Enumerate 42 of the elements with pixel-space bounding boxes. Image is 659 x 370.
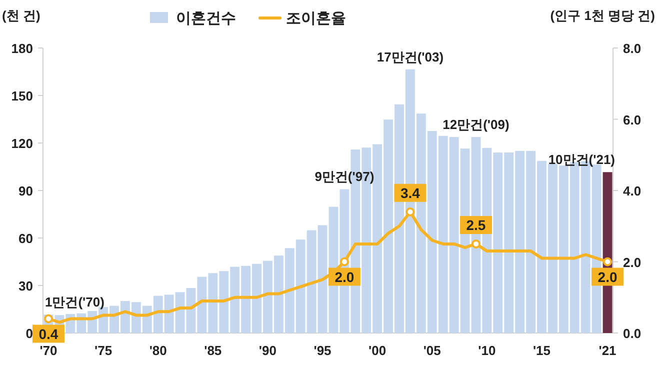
x-tick-label: '85 — [204, 343, 222, 358]
x-tick-label: '10 — [478, 343, 496, 358]
data-label: 2.0 — [334, 268, 354, 285]
x-tick-label: '80 — [149, 343, 167, 358]
y-tick-label: 180 — [11, 41, 33, 56]
annotation: 17만건('03) — [376, 49, 444, 64]
y2-axis-title: (인구 1천 명당 건) — [550, 8, 655, 23]
x-tick-label: '00 — [368, 343, 386, 358]
y-tick-label: 120 — [11, 136, 33, 151]
y-tick-label: 0 — [26, 326, 33, 341]
data-label: 3.4 — [400, 184, 420, 201]
y2-tick-label: 6.0 — [623, 112, 642, 128]
y2-tick-label: 8.0 — [623, 41, 642, 56]
y-axis-title: (천 건) — [2, 8, 40, 23]
x-tick-label: '70 — [40, 343, 58, 358]
point — [603, 257, 612, 266]
x-tick-label: '15 — [532, 343, 551, 358]
y-tick-label: 30 — [18, 278, 33, 294]
annotation: 10만건('21) — [548, 152, 615, 168]
y2-tick-label: 4.0 — [623, 184, 642, 198]
data-label: 2.0 — [598, 268, 618, 285]
point — [44, 314, 53, 324]
y-tick-label: 90 — [18, 184, 33, 198]
x-tick-label: '95 — [314, 343, 332, 358]
legend-label: 조이혼율 — [286, 10, 346, 27]
y2-tick-label: 0.0 — [623, 326, 642, 341]
data-label: 0.4 — [38, 326, 58, 342]
x-tick-label: '05 — [423, 343, 441, 358]
y-tick-label: 150 — [11, 88, 33, 104]
point — [340, 257, 349, 266]
y2-tick-label: 2.0 — [623, 254, 642, 270]
y-tick-label: 60 — [18, 231, 33, 246]
x-tick-label: '90 — [258, 343, 276, 358]
annotation: 12만건('09) — [442, 116, 510, 132]
legend-label: 이혼건수 — [176, 10, 236, 27]
x-tick-label: '21 — [598, 343, 616, 358]
data-label: 2.5 — [466, 216, 486, 233]
x-tick-label: '75 — [94, 343, 112, 358]
point — [471, 239, 480, 248]
point — [406, 207, 415, 216]
annotation: 1만건('70) — [45, 294, 104, 310]
annotation: 9만건('97) — [314, 169, 374, 184]
